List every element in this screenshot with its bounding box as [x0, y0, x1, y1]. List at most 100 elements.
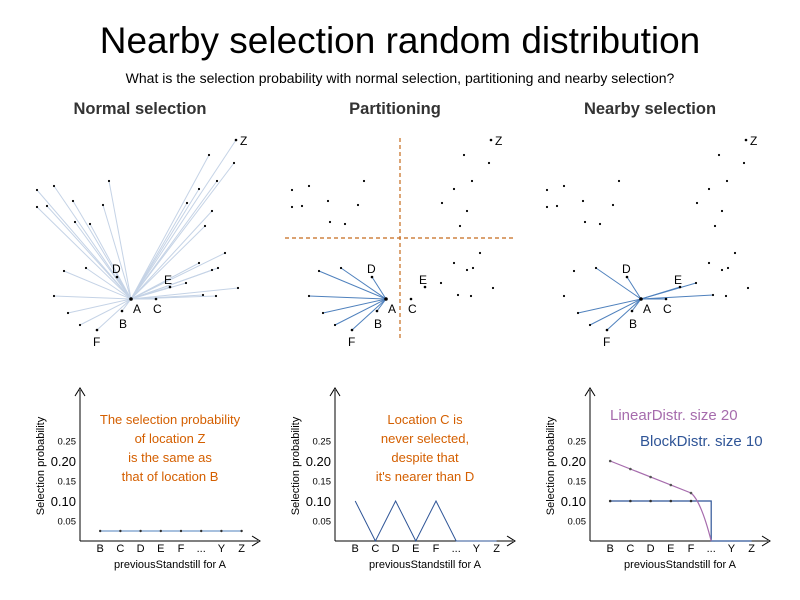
location-label-A: A	[388, 302, 396, 316]
location-point	[725, 179, 729, 183]
location-label-A: A	[133, 302, 141, 316]
location-point	[232, 161, 236, 165]
selection-edge	[46, 205, 132, 300]
location-point	[107, 179, 111, 183]
location-point	[317, 269, 321, 273]
linear-series-point	[669, 483, 673, 487]
selection-edge	[130, 162, 235, 300]
x-tick-label: B	[97, 543, 104, 555]
x-tick-label: Z	[238, 543, 245, 555]
selection-edge	[606, 298, 642, 331]
location-point	[555, 204, 559, 208]
legend-linear: LinearDistr. size 20	[610, 407, 738, 424]
location-point	[611, 203, 615, 207]
location-point-D	[625, 275, 629, 279]
location-point	[713, 224, 717, 228]
location-point-C	[154, 297, 158, 301]
x-tick-label: F	[433, 543, 440, 555]
page-subtitle: What is the selection probability with n…	[125, 70, 675, 86]
chart-note-line: it's nearer than D	[376, 469, 475, 484]
x-tick-label: C	[116, 543, 124, 555]
location-label-B: B	[119, 317, 127, 331]
location-point	[62, 269, 66, 273]
selection-edge	[595, 267, 642, 300]
selection-edge	[130, 287, 239, 300]
location-point	[300, 204, 304, 208]
location-point	[326, 199, 330, 203]
location-point	[440, 201, 444, 205]
y-tick-label: 0.10	[51, 494, 76, 509]
block-series-point	[689, 499, 693, 503]
block-series-point	[608, 499, 612, 503]
selection-edge	[96, 298, 132, 331]
x-axis-arrow	[761, 535, 771, 547]
location-label-C: C	[663, 302, 672, 316]
location-label-D: D	[367, 262, 376, 276]
series-point	[179, 529, 183, 533]
location-point-F	[605, 328, 609, 332]
location-point	[452, 187, 456, 191]
location-point-A	[129, 297, 133, 301]
x-tick-label: C	[371, 543, 379, 555]
location-point	[462, 153, 466, 157]
location-map-1: AB C D E F Z	[285, 134, 515, 349]
selection-edge	[577, 298, 642, 314]
location-point	[216, 266, 220, 270]
location-point	[343, 222, 347, 226]
y-tick-label: 0.25	[568, 437, 587, 448]
location-point	[101, 203, 105, 207]
x-tick-label: C	[626, 543, 634, 555]
location-point-B	[120, 309, 124, 313]
y-tick-label: 0.25	[58, 437, 77, 448]
location-point	[581, 199, 585, 203]
block-series-line	[610, 500, 752, 542]
linear-series-point	[629, 467, 632, 471]
y-axis-label: Selection probability	[35, 416, 47, 515]
location-point	[78, 323, 82, 327]
location-point-E	[423, 285, 427, 289]
location-point	[439, 281, 443, 285]
location-point	[724, 294, 728, 298]
location-point-F	[95, 328, 99, 332]
location-point	[471, 266, 475, 270]
selection-edge	[130, 282, 187, 300]
location-point-B	[375, 309, 379, 313]
location-point	[210, 268, 214, 272]
selection-edge	[371, 276, 387, 300]
location-point-C	[664, 297, 668, 301]
block-series-point	[629, 499, 632, 503]
block-series-point	[649, 499, 652, 503]
location-point	[469, 294, 473, 298]
y-axis-arrow	[584, 387, 596, 397]
selection-edge	[79, 298, 132, 326]
location-point-D	[115, 275, 119, 279]
location-point	[594, 266, 598, 270]
x-tick-label: D	[647, 543, 655, 555]
selection-edge	[36, 189, 132, 300]
x-tick-label: Z	[748, 543, 755, 555]
y-tick-label: 0.20	[306, 454, 331, 469]
selection-edge	[67, 298, 132, 314]
location-point	[456, 293, 460, 297]
location-point	[545, 205, 549, 209]
x-tick-label: ...	[452, 543, 461, 555]
probability-chart-2: 0.25 0.20 0.15 0.10 0.05 B C D E F... Y ZpreviousSt…	[545, 387, 771, 571]
selection-edge	[36, 206, 132, 300]
series-point	[220, 529, 223, 533]
normal-selection-heading: Normal selection	[73, 100, 207, 118]
series-point	[119, 529, 122, 533]
location-label-E: E	[419, 273, 427, 287]
location-point	[711, 293, 715, 297]
location-point	[562, 184, 566, 188]
location-point	[707, 187, 711, 191]
x-tick-label: D	[137, 543, 145, 555]
legend-block: BlockDistr. size 10	[640, 433, 763, 450]
location-point	[339, 266, 343, 270]
location-point	[35, 205, 39, 209]
y-axis-label: Selection probability	[290, 416, 302, 515]
location-label-E: E	[164, 273, 172, 287]
location-point	[545, 188, 549, 192]
y-tick-label: 0.25	[313, 437, 332, 448]
location-point	[562, 294, 566, 298]
selection-edge	[322, 298, 387, 314]
